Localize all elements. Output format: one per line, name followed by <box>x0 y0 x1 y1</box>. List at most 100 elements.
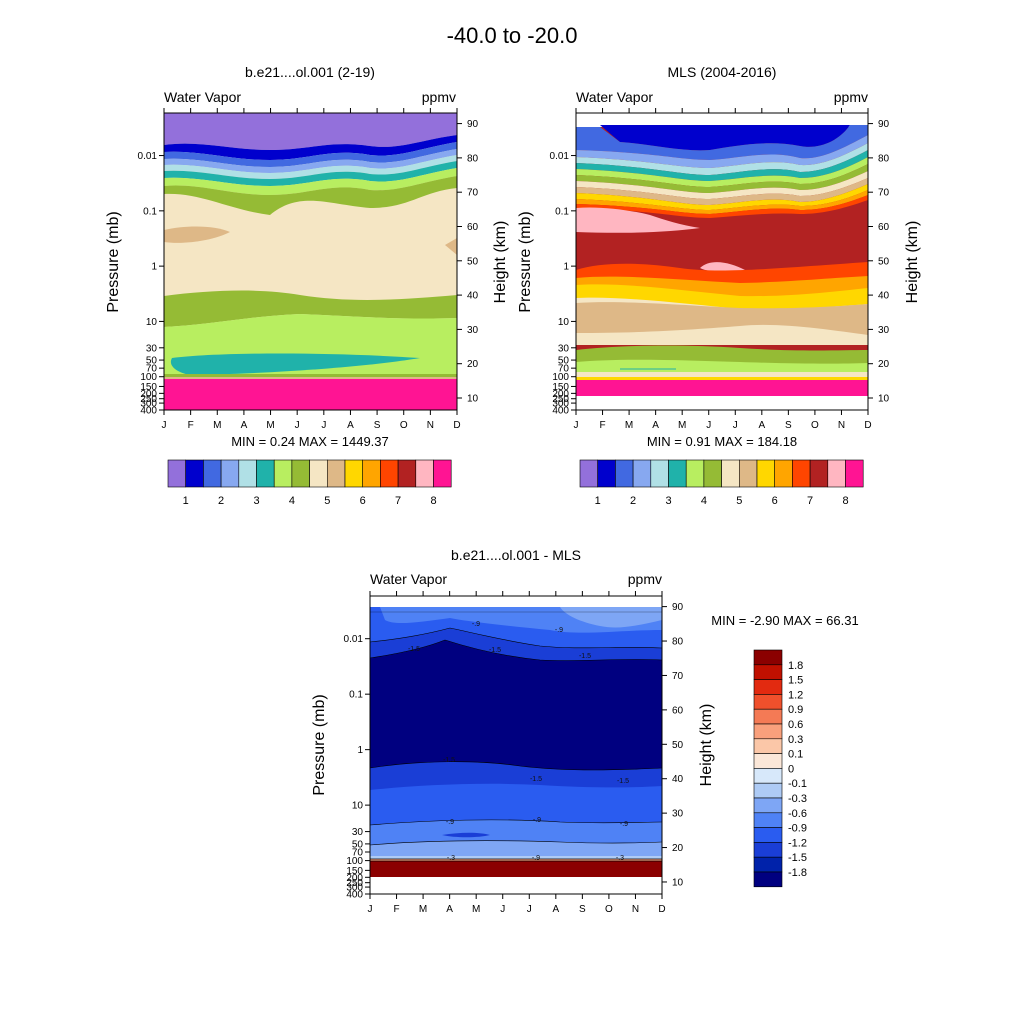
height-tick-label: 70 <box>467 188 479 199</box>
contour-label: -1.5 <box>443 757 455 764</box>
pressure-tick-label: 1 <box>151 262 157 273</box>
month-tick-label: M <box>266 420 274 431</box>
colorbar-swatch <box>579 459 599 488</box>
height-tick-label: 20 <box>672 843 684 854</box>
band <box>164 113 457 150</box>
pressure-tick-label: 100 <box>346 856 363 867</box>
contour-label: -.3 <box>447 855 455 862</box>
month-tick-label: M <box>213 420 221 431</box>
height-tick-label: 80 <box>467 153 479 164</box>
height-tick-label: 30 <box>467 325 479 336</box>
pressure-tick-label: 150 <box>140 382 157 393</box>
colorbar-label: 7 <box>395 495 401 507</box>
month-tick-label: S <box>374 420 381 431</box>
colorbar-swatch <box>753 723 783 740</box>
panel-diff-axes: 0.010.1110305070100150200250300400908070… <box>344 591 684 915</box>
panel-mls-left-label: Water Vapor <box>576 89 653 105</box>
panel-mls-plot <box>575 112 869 411</box>
colorbar-label: -1.5 <box>788 852 807 864</box>
band <box>576 150 868 181</box>
pressure-tick-label: 300 <box>140 399 157 410</box>
month-tick-label: S <box>785 420 792 431</box>
pressure-tick-label: 0.1 <box>555 206 569 217</box>
panel-mls-title: MLS (2004-2016) <box>668 64 777 80</box>
height-tick-label: 60 <box>467 222 479 233</box>
month-tick-label: M <box>419 904 427 915</box>
band <box>164 374 457 377</box>
panel-model-ylabel-right: Height (km) <box>492 221 509 304</box>
pressure-tick-label: 50 <box>352 839 364 850</box>
month-tick-label: F <box>599 420 605 431</box>
colorbar-swatch <box>632 459 652 488</box>
contour-label: -1.5 <box>489 647 501 654</box>
colorbar-swatch <box>703 459 722 488</box>
colorbar-label: 6 <box>360 495 366 507</box>
colorbar-swatch <box>721 459 740 488</box>
pressure-tick-label: 250 <box>140 394 157 405</box>
colorbar-swatch <box>738 459 758 488</box>
colorbar-label: 0.1 <box>788 749 803 761</box>
month-tick-label: N <box>427 420 434 431</box>
band <box>164 226 230 243</box>
height-tick-label: 70 <box>672 671 684 682</box>
month-tick-label: A <box>446 904 453 915</box>
band <box>576 380 868 396</box>
colorbar-swatch <box>362 459 381 488</box>
band <box>369 761 663 771</box>
panel-diff-ylabel-right: Height (km) <box>698 704 715 787</box>
panel-model: b.e21....ol.001 (2-19) Water Vapor ppmv … <box>105 64 509 507</box>
colorbar-swatch <box>380 459 399 488</box>
contour-label: -1.5 <box>579 653 591 660</box>
pressure-tick-label: 1 <box>563 262 569 273</box>
pressure-tick-label: 150 <box>552 382 569 393</box>
panel-diff-ylabel: Pressure (mb) <box>311 694 328 795</box>
month-tick-label: J <box>368 904 373 915</box>
month-tick-label: J <box>295 420 300 431</box>
colorbar-swatch <box>753 738 783 754</box>
height-tick-label: 40 <box>878 291 890 302</box>
colorbar-swatch <box>685 459 705 488</box>
colorbar-swatch <box>433 459 452 488</box>
colorbar-swatch <box>753 871 783 888</box>
band <box>164 168 457 195</box>
colorbar-swatch <box>203 459 222 488</box>
month-tick-label: D <box>453 420 460 431</box>
month-tick-label: O <box>400 420 408 431</box>
height-tick-label: 30 <box>672 809 684 820</box>
panel-mls-ylabel-right: Height (km) <box>904 221 921 304</box>
height-tick-label: 10 <box>672 877 684 888</box>
pressure-tick-label: 10 <box>352 801 364 812</box>
colorbar-mls: 1 2 3 4 5 6 7 8 <box>579 459 864 507</box>
colorbar-swatch <box>753 753 783 769</box>
colorbar-label: 5 <box>736 495 742 507</box>
colorbar-swatch <box>809 459 829 488</box>
height-tick-label: 80 <box>878 153 890 164</box>
band <box>445 238 457 255</box>
colorbar-label: 1 <box>183 495 189 507</box>
height-tick-label: 60 <box>672 705 684 716</box>
colorbar-swatch <box>753 694 783 710</box>
colorbar-swatch <box>273 459 293 488</box>
height-tick-label: 30 <box>878 325 890 336</box>
band <box>164 379 457 410</box>
colorbar-swatch <box>753 842 783 858</box>
band <box>164 149 457 173</box>
height-tick-label: 60 <box>878 222 890 233</box>
contour-label: -.9 <box>472 621 480 628</box>
month-tick-label: A <box>758 420 765 431</box>
band <box>370 859 662 861</box>
pressure-tick-label: 70 <box>352 848 364 859</box>
panel-mls: MLS (2004-2016) Water Vapor ppmv <box>517 64 921 507</box>
month-tick-label: A <box>652 420 659 431</box>
colorbar-diff: 1.8 1.5 1.2 0.9 0.6 0.3 0.1 0 -0.1 -0.3 -0.6 -0.9 -1… <box>753 649 807 888</box>
band <box>576 372 868 380</box>
pressure-tick-label: 400 <box>552 406 569 417</box>
pressure-tick-label: 400 <box>140 406 157 417</box>
colorbar-swatch <box>753 708 783 725</box>
colorbar-swatch <box>344 459 364 488</box>
colorbar-label: -0.1 <box>788 778 807 790</box>
colorbar-swatch <box>753 797 783 814</box>
contour-label: -.9 <box>555 627 563 634</box>
colorbar-label: 7 <box>807 495 813 507</box>
month-tick-label: J <box>500 904 505 915</box>
